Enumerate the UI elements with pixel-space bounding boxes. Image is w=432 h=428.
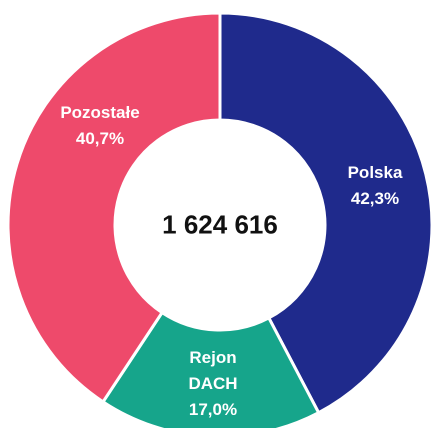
value-label: 42,3% (350, 189, 400, 208)
center-total: 1 624 616 (162, 209, 278, 240)
value-label: 40,7% (75, 129, 125, 148)
slice-label: Rejon DACH 17,0% (173, 345, 253, 423)
category-label: Rejon DACH (188, 348, 238, 393)
category-label: Polska (347, 163, 403, 182)
donut-slice (218, 11, 432, 415)
slice-label: Pozostałe 40,7% (60, 100, 140, 152)
slice-label: Polska 42,3% (335, 160, 415, 212)
value-label: 17,0% (188, 400, 238, 419)
donut-slice (100, 310, 321, 428)
donut-slice (6, 11, 222, 404)
category-label: Pozostałe (60, 103, 140, 122)
